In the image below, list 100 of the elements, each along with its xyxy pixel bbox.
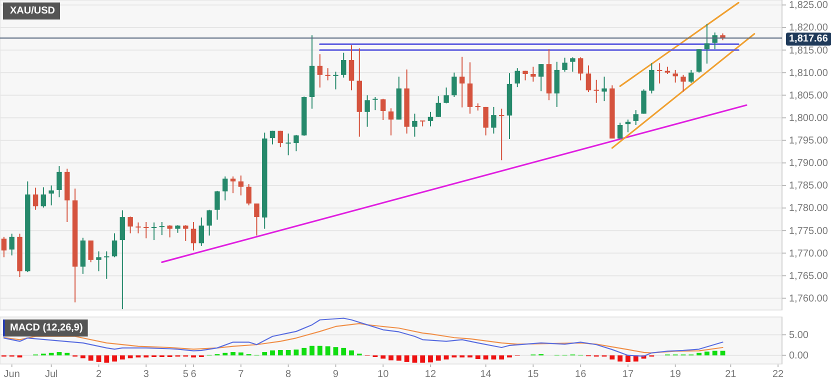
candlestick (380, 98, 386, 121)
candlestick (562, 57, 568, 72)
x-tick-label: Jul (44, 369, 58, 380)
candlestick (222, 176, 228, 201)
bar (333, 347, 338, 356)
candlestick (491, 106, 496, 134)
x-tick-label: 17 (622, 369, 634, 380)
bar (610, 355, 615, 360)
candlestick (120, 210, 126, 310)
candlestick (270, 130, 276, 145)
y-tick-label: 1,775.00 (789, 226, 828, 237)
bar (238, 352, 244, 356)
bar (270, 350, 275, 356)
x-tick-label: 22 (772, 369, 784, 380)
text: MACD (12,26,9) (10, 322, 83, 334)
candlestick (159, 222, 165, 236)
candlestick (348, 44, 354, 91)
candlestick (672, 69, 678, 84)
candlestick (88, 240, 94, 263)
candlestick (570, 56, 576, 72)
bar (294, 350, 299, 356)
y-tick-label: 1,800.00 (789, 112, 828, 124)
candlestick (388, 108, 394, 136)
y-tick-label: 5.00 (789, 330, 809, 341)
bar (302, 348, 307, 356)
candlestick (183, 224, 188, 242)
candlestick (428, 111, 434, 127)
bar (64, 352, 70, 356)
bar (104, 355, 110, 363)
bar (712, 350, 718, 356)
bar (88, 355, 94, 361)
line-series (3, 318, 724, 357)
candlestick (602, 76, 607, 102)
candlestick (198, 216, 204, 246)
candlestick (190, 222, 196, 251)
x-tick-label: 12 (424, 369, 436, 380)
candlestick (452, 72, 457, 98)
y-tick-label: 1,815.00 (789, 45, 828, 56)
candlestick (325, 68, 330, 81)
bar (262, 352, 268, 356)
x-tick-label: 9 (332, 369, 339, 380)
candlestick (538, 64, 544, 92)
candlestick (214, 190, 220, 220)
candlestick (1, 236, 7, 258)
y-tick-label: 1,760.00 (789, 293, 828, 304)
candlestick (341, 52, 346, 78)
candlestick (254, 203, 260, 236)
bar (404, 355, 410, 362)
bar (696, 352, 702, 356)
y-tick-label: 1,765.00 (789, 270, 828, 282)
x-tick-label: 15 (528, 369, 540, 380)
bar (720, 350, 726, 356)
candlestick (40, 186, 46, 208)
candlestick (459, 56, 465, 108)
bar (310, 346, 314, 356)
ref-line-label: 1,817.66 (789, 34, 828, 45)
candlestick (586, 64, 592, 93)
candlestick (412, 113, 418, 138)
candlestick (467, 62, 473, 114)
bar (286, 350, 291, 356)
candlestick (278, 130, 284, 148)
candlestick (128, 216, 133, 234)
bar (704, 352, 710, 356)
candlestick (104, 250, 110, 280)
bar (396, 355, 402, 361)
candlestick (32, 187, 38, 210)
bar (499, 355, 504, 360)
bar (491, 355, 496, 360)
candlestick (656, 62, 662, 84)
bar (428, 355, 433, 362)
candlestick (704, 23, 710, 64)
candlestick (594, 79, 599, 104)
candlestick (246, 184, 252, 206)
candlestick (483, 106, 488, 136)
candlestick (641, 88, 646, 114)
candlestick (444, 87, 449, 104)
text: XAU/USD (10, 6, 56, 16)
candlestick (286, 133, 291, 156)
y-tick-label: 1,770.00 (789, 248, 828, 260)
x-tick-label: 7 (238, 369, 244, 380)
x-tick-label: 5 (182, 369, 189, 380)
x-tick-label: 10 (378, 369, 390, 380)
x-tick-label: 21 (725, 369, 737, 380)
line-series (3, 323, 724, 354)
bar (96, 355, 102, 362)
y-tick-label: 1,785.00 (789, 180, 828, 192)
bar (380, 355, 386, 359)
x-tick-label: 8 (286, 369, 292, 380)
bar (626, 355, 630, 362)
candlestick (151, 222, 157, 241)
candlestick (554, 61, 560, 108)
bar (436, 355, 441, 361)
bar (112, 355, 117, 362)
candlestick (333, 71, 338, 90)
bar (388, 355, 394, 360)
y-tick-label: 1,805.00 (789, 90, 828, 102)
y-tick-label: 1,795.00 (789, 136, 828, 147)
candlestick (688, 69, 694, 84)
bar (412, 355, 418, 363)
x-tick-label: 2 (96, 369, 102, 380)
